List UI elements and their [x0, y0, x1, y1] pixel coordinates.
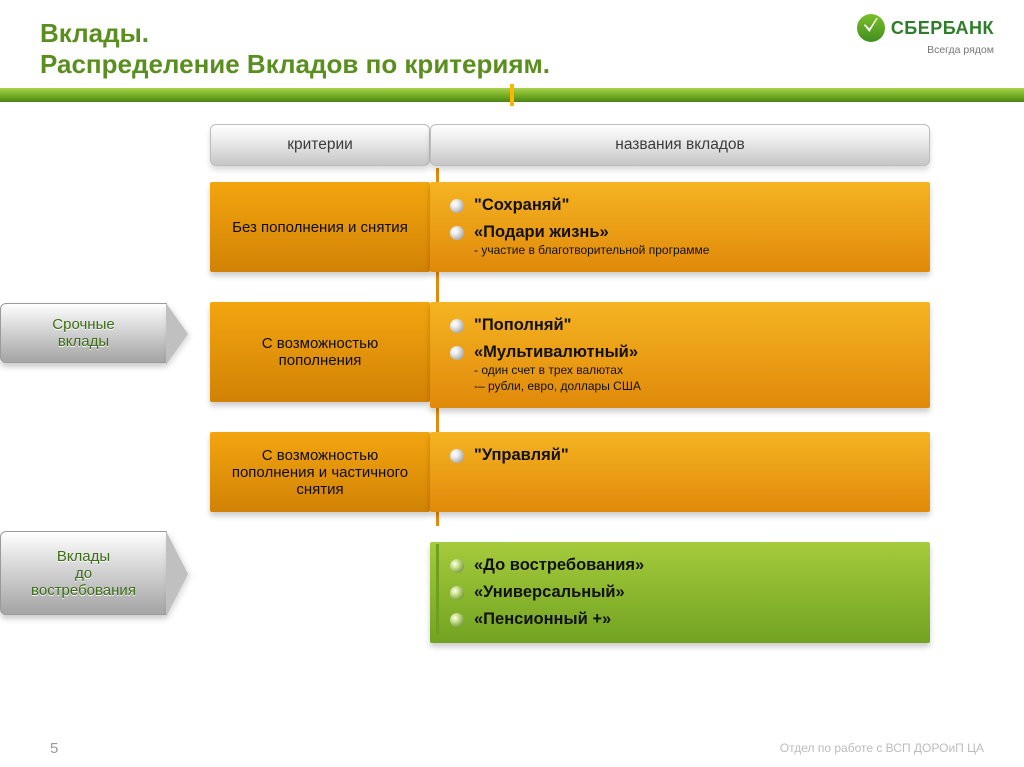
deposit-item: "Сохраняй"	[450, 192, 914, 219]
deposit-title: «Мультивалютный»	[474, 343, 641, 362]
criteria-panel: С возможностью пополнения и частичного с…	[210, 432, 430, 512]
names-panel: "Сохраняй" «Подари жизнь»- участие в благ…	[430, 182, 930, 272]
row-r1: Без пополнения и снятия "Сохраняй" «Подари…	[40, 176, 984, 286]
deposit-title: "Пополняй"	[474, 316, 571, 335]
criteria-panel: Без пополнения и снятия	[210, 182, 430, 272]
names-panel: «До востребования» «Универсальный» «Пенсио…	[430, 542, 930, 643]
side-arrow-label: Срочные	[52, 316, 114, 333]
side-arrow-label: до	[75, 565, 92, 582]
bullet-icon	[450, 449, 464, 463]
tab-criteria: критерии	[210, 124, 430, 166]
deposit-subtitle: - участие в благотворительной программе	[474, 243, 709, 258]
bullet-icon	[450, 613, 464, 627]
vertical-connector-green	[436, 544, 439, 634]
side-arrow-label: Вклады	[57, 548, 110, 565]
tab-names: названия вкладов	[430, 124, 930, 166]
sberbank-logo-icon	[857, 14, 885, 42]
bullet-icon	[450, 346, 464, 360]
side-arrow-label: востребования	[31, 582, 136, 599]
title-line-1: Вклады.	[40, 18, 984, 49]
deposit-item: «Пенсионный +»	[450, 606, 914, 633]
bullet-icon	[450, 319, 464, 333]
deposit-subtitle: - один счет в трех валютах	[474, 363, 641, 378]
deposit-title: «Пенсионный +»	[474, 610, 611, 629]
side-arrow-demand-deposits: Вкладыдовостребования	[0, 531, 167, 615]
deposit-item: «Подари жизнь»- участие в благотворитель…	[450, 219, 914, 262]
deposit-item: «Универсальный»	[450, 579, 914, 606]
deposit-title: "Сохраняй"	[474, 196, 569, 215]
deposit-subtitle: -– рубли, евро, доллары США	[474, 379, 641, 394]
bullet-icon	[450, 226, 464, 240]
deposit-item: «До востребования»	[450, 552, 914, 579]
deposit-item: "Управляй"	[450, 442, 914, 469]
deposit-title: «Подари жизнь»	[474, 223, 709, 242]
names-panel: "Пополняй" «Мультивалютный»- один счет в …	[430, 302, 930, 408]
deposit-title: «До востребования»	[474, 556, 644, 575]
diagram-content: критерии названия вкладов Без пополнения…	[0, 102, 1024, 646]
bullet-icon	[450, 199, 464, 213]
slide-number: 5	[50, 740, 58, 757]
footer-note: Отдел по работе с ВСП ДОРОиП ЦА	[780, 741, 984, 755]
deposit-title: "Управляй"	[474, 446, 569, 465]
side-arrow-term-deposits: Срочныевклады	[0, 303, 167, 363]
logo-tagline: Всегда рядом	[857, 44, 994, 56]
deposit-item: "Пополняй"	[450, 312, 914, 339]
bullet-icon	[450, 586, 464, 600]
bullet-icon	[450, 559, 464, 573]
deposit-item: «Мультивалютный»- один счет в трех валют…	[450, 339, 914, 398]
names-panel: "Управляй"	[430, 432, 930, 512]
logo-block: СБЕРБАНК Всегда рядом	[857, 14, 994, 56]
title-line-2: Распределение Вкладов по критериям.	[40, 49, 984, 80]
row-r3: С возможностью пополнения и частичного с…	[40, 426, 984, 526]
criteria-panel: С возможностью пополнения	[210, 302, 430, 402]
deposit-title: «Универсальный»	[474, 583, 625, 602]
logo-text: СБЕРБАНК	[891, 18, 994, 39]
decorative-green-bar	[0, 88, 1024, 102]
side-arrow-label: вклады	[58, 333, 109, 350]
